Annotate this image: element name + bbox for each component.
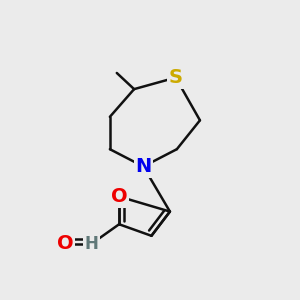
Text: N: N	[135, 157, 152, 176]
Text: O: O	[111, 187, 128, 206]
Text: S: S	[169, 68, 183, 87]
Text: H: H	[84, 235, 98, 253]
Text: O: O	[56, 234, 73, 254]
